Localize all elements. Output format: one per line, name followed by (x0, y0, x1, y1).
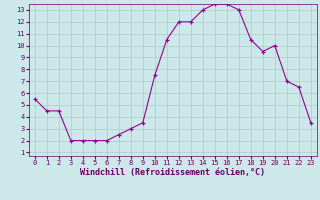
X-axis label: Windchill (Refroidissement éolien,°C): Windchill (Refroidissement éolien,°C) (80, 168, 265, 177)
